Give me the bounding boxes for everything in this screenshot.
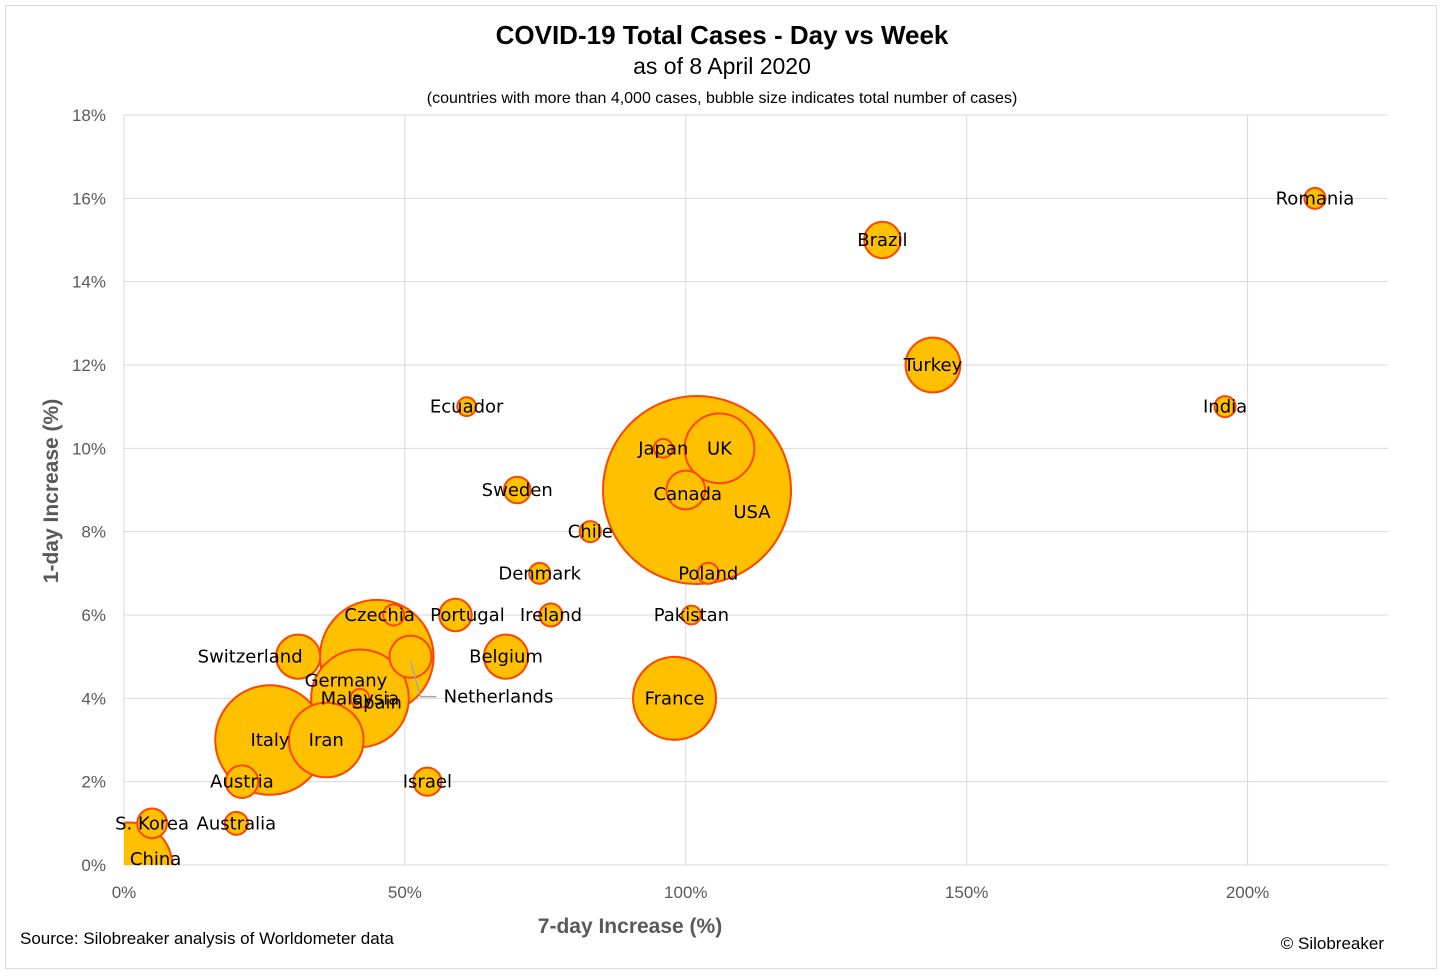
bubble-iran xyxy=(287,701,365,779)
y-tick-label: 0% xyxy=(81,856,106,875)
bubble-label-japan: Japan xyxy=(637,438,688,459)
bubble-label-brazil: Brazil xyxy=(857,230,907,251)
y-tick-label: 18% xyxy=(72,106,106,125)
bubble-label-israel: Israel xyxy=(403,772,452,793)
bubble-label-france: France xyxy=(645,688,705,709)
bubble-label-pakistan: Pakistan xyxy=(654,605,729,626)
y-tick-label: 14% xyxy=(72,273,106,292)
bubble-layer xyxy=(124,186,1327,865)
bubble-switzerland xyxy=(275,633,322,680)
bubble-canada xyxy=(665,469,707,511)
bubble-china xyxy=(124,821,174,865)
bubble-belgium xyxy=(482,633,530,680)
bubble-label-canada: Canada xyxy=(654,484,723,505)
bubble-israel xyxy=(412,766,443,797)
bubble-label-india: India xyxy=(1203,397,1247,418)
bubble-label-czechia: Czechia xyxy=(344,605,414,626)
x-tick-label: 150% xyxy=(945,883,988,902)
bubble-india xyxy=(1213,395,1237,419)
bubble-australia xyxy=(223,810,249,836)
bubble-label-romania: Romania xyxy=(1276,188,1355,209)
bubble-label-netherlands: Netherlands xyxy=(444,687,554,708)
bubble-malaysia xyxy=(349,687,371,709)
bubble-ireland xyxy=(538,602,564,628)
bubble-austria xyxy=(224,764,260,799)
bubble-label-australia: Australia xyxy=(197,813,277,834)
bubble-label-usa: USA xyxy=(733,502,771,523)
bubble-label-uk: UK xyxy=(707,438,733,459)
bubble-czechia xyxy=(382,603,406,627)
bubble-portugal xyxy=(438,597,473,633)
bubble-label-iran: Iran xyxy=(309,730,344,751)
x-axis-label: 7-day Increase (%) xyxy=(538,915,722,938)
bubble-chile xyxy=(578,520,602,544)
bubble-france xyxy=(632,655,718,741)
bubble-label-s-korea: S. Korea xyxy=(115,813,189,834)
bubble-brazil xyxy=(863,220,902,260)
bubble-label-denmark: Denmark xyxy=(498,563,581,584)
netherlands-leader-line xyxy=(409,660,437,698)
x-tick-label: 100% xyxy=(664,883,707,902)
bubble-netherlands xyxy=(388,634,433,679)
chart-title: COVID-19 Total Cases - Day vs Week xyxy=(495,20,949,50)
bubble-label-china: China xyxy=(130,849,181,870)
source-note: Source: Silobreaker analysis of Worldome… xyxy=(20,929,394,948)
bubble-label-germany: Germany xyxy=(305,670,388,691)
bubble-label-ireland: Ireland xyxy=(520,605,582,626)
bubble-label-austria: Austria xyxy=(210,772,274,793)
bubble-uk xyxy=(683,412,756,485)
bubble-label-switzerland: Switzerland xyxy=(198,647,303,668)
y-tick-label: 16% xyxy=(72,189,106,208)
bubble-s-korea xyxy=(136,807,168,840)
y-tick-label: 6% xyxy=(81,606,106,625)
bubble-label-sweden: Sweden xyxy=(482,480,553,501)
bubble-ecuador xyxy=(456,396,478,418)
y-tick-label: 12% xyxy=(72,356,106,375)
bubble-poland xyxy=(696,561,720,585)
x-tick-label: 0% xyxy=(112,883,137,902)
bubble-label-turkey: Turkey xyxy=(903,355,963,376)
chart-note: (countries with more than 4,000 cases, b… xyxy=(426,90,1018,107)
bubble-label-italy: Italy xyxy=(251,730,290,751)
x-tick-label: 200% xyxy=(1226,883,1269,902)
bubble-label-ecuador: Ecuador xyxy=(430,397,504,418)
y-tick-label: 4% xyxy=(81,689,106,708)
bubble-label-poland: Poland xyxy=(678,563,738,584)
bubble-japan xyxy=(652,437,674,459)
y-tick-label: 10% xyxy=(72,439,106,458)
y-tick-label: 2% xyxy=(81,773,106,792)
bubble-pakistan xyxy=(680,604,702,626)
chart-frame xyxy=(5,5,1437,969)
copyright-note: © Silobreaker xyxy=(1280,934,1384,953)
bubble-label-malaysia: Malaysia xyxy=(321,688,400,709)
bubble-label-portugal: Portugal xyxy=(430,605,505,626)
y-tick-label: 8% xyxy=(81,523,106,542)
bubble-sweden xyxy=(502,475,532,505)
x-tick-label: 50% xyxy=(388,883,422,902)
bubble-label-chile: Chile xyxy=(568,522,613,543)
chart-subtitle: as of 8 April 2020 xyxy=(633,53,811,79)
bubble-denmark xyxy=(528,561,552,585)
bubble-romania xyxy=(1303,186,1327,210)
bubble-turkey xyxy=(904,336,962,394)
bubble-label-belgium: Belgium xyxy=(469,647,543,668)
bubble-label-spain: Spain xyxy=(352,693,402,714)
y-axis-label: 1-day Increase (%) xyxy=(40,399,63,583)
